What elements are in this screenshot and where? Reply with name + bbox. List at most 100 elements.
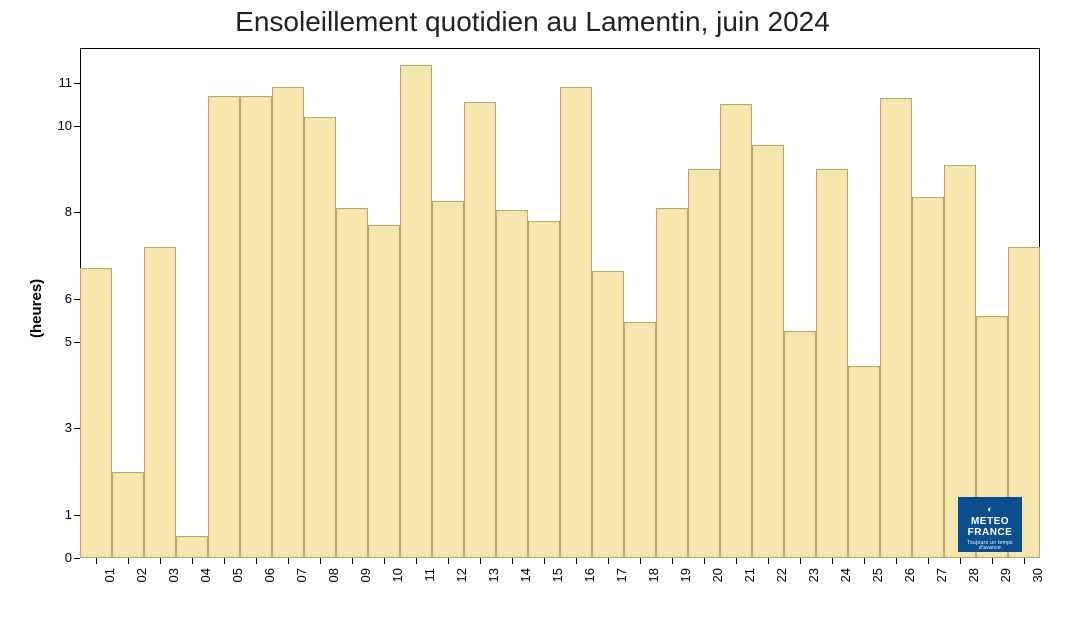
xtick-mark bbox=[160, 558, 161, 564]
bar bbox=[560, 87, 591, 558]
bar bbox=[240, 96, 271, 558]
xtick-label: 29 bbox=[998, 568, 1013, 594]
xtick-mark bbox=[320, 558, 321, 564]
xtick-mark bbox=[512, 558, 513, 564]
bar bbox=[176, 536, 207, 558]
ytick-label: 3 bbox=[42, 420, 72, 435]
ytick-mark bbox=[74, 428, 80, 429]
xtick-label: 03 bbox=[166, 568, 181, 594]
xtick-mark bbox=[672, 558, 673, 564]
xtick-mark bbox=[416, 558, 417, 564]
xtick-mark bbox=[256, 558, 257, 564]
xtick-label: 12 bbox=[454, 568, 469, 594]
logo-icon: ◐ bbox=[958, 505, 1022, 515]
ytick-label: 10 bbox=[42, 118, 72, 133]
xtick-mark bbox=[1024, 558, 1025, 564]
ytick-label: 5 bbox=[42, 334, 72, 349]
xtick-mark bbox=[384, 558, 385, 564]
y-axis-label: (heures) bbox=[28, 279, 45, 338]
xtick-label: 28 bbox=[966, 568, 981, 594]
ytick-mark bbox=[74, 558, 80, 559]
bar bbox=[912, 197, 943, 558]
xtick-label: 20 bbox=[710, 568, 725, 594]
xtick-label: 19 bbox=[678, 568, 693, 594]
xtick-mark bbox=[640, 558, 641, 564]
xtick-mark bbox=[96, 558, 97, 564]
bar bbox=[272, 87, 303, 558]
bar bbox=[144, 247, 175, 558]
logo-brand-2: FRANCE bbox=[958, 527, 1022, 538]
xtick-mark bbox=[224, 558, 225, 564]
xtick-label: 06 bbox=[262, 568, 277, 594]
xtick-label: 13 bbox=[486, 568, 501, 594]
xtick-label: 10 bbox=[390, 568, 405, 594]
bar bbox=[880, 98, 911, 558]
bar bbox=[752, 145, 783, 558]
xtick-label: 24 bbox=[838, 568, 853, 594]
bar bbox=[592, 271, 623, 558]
xtick-label: 22 bbox=[774, 568, 789, 594]
bar bbox=[496, 210, 527, 558]
xtick-label: 26 bbox=[902, 568, 917, 594]
bar bbox=[400, 65, 431, 558]
xtick-label: 27 bbox=[934, 568, 949, 594]
ytick-label: 11 bbox=[42, 75, 72, 90]
ytick-mark bbox=[74, 299, 80, 300]
xtick-mark bbox=[800, 558, 801, 564]
xtick-label: 16 bbox=[582, 568, 597, 594]
bar bbox=[432, 201, 463, 558]
xtick-label: 05 bbox=[230, 568, 245, 594]
ytick-label: 6 bbox=[42, 291, 72, 306]
xtick-label: 02 bbox=[134, 568, 149, 594]
ytick-label: 8 bbox=[42, 204, 72, 219]
bar bbox=[688, 169, 719, 558]
bar bbox=[720, 104, 751, 558]
xtick-mark bbox=[544, 558, 545, 564]
bar bbox=[784, 331, 815, 558]
logo-tagline: Toujours un temps d'avance bbox=[958, 541, 1022, 552]
xtick-mark bbox=[736, 558, 737, 564]
xtick-mark bbox=[704, 558, 705, 564]
xtick-label: 08 bbox=[326, 568, 341, 594]
xtick-mark bbox=[288, 558, 289, 564]
ytick-mark bbox=[74, 83, 80, 84]
ytick-mark bbox=[74, 342, 80, 343]
xtick-label: 07 bbox=[294, 568, 309, 594]
xtick-label: 09 bbox=[358, 568, 373, 594]
bar bbox=[112, 472, 143, 558]
xtick-label: 18 bbox=[646, 568, 661, 594]
xtick-mark bbox=[192, 558, 193, 564]
bar bbox=[464, 102, 495, 558]
xtick-mark bbox=[128, 558, 129, 564]
xtick-label: 25 bbox=[870, 568, 885, 594]
xtick-label: 15 bbox=[550, 568, 565, 594]
xtick-mark bbox=[480, 558, 481, 564]
xtick-mark bbox=[928, 558, 929, 564]
ytick-mark bbox=[74, 515, 80, 516]
chart-title: Ensoleillement quotidien au Lamentin, ju… bbox=[0, 6, 1065, 38]
bar bbox=[208, 96, 239, 558]
bar bbox=[656, 208, 687, 558]
ytick-label: 1 bbox=[42, 507, 72, 522]
bar bbox=[816, 169, 847, 558]
logo-brand-1: METEO bbox=[958, 516, 1022, 527]
bar bbox=[528, 221, 559, 558]
chart-container: Ensoleillement quotidien au Lamentin, ju… bbox=[0, 0, 1065, 624]
xtick-label: 11 bbox=[422, 568, 437, 594]
xtick-mark bbox=[864, 558, 865, 564]
ytick-mark bbox=[74, 126, 80, 127]
xtick-label: 01 bbox=[102, 568, 117, 594]
xtick-mark bbox=[992, 558, 993, 564]
xtick-mark bbox=[960, 558, 961, 564]
xtick-label: 14 bbox=[518, 568, 533, 594]
xtick-label: 23 bbox=[806, 568, 821, 594]
xtick-label: 21 bbox=[742, 568, 757, 594]
bar bbox=[304, 117, 335, 558]
xtick-mark bbox=[352, 558, 353, 564]
xtick-mark bbox=[896, 558, 897, 564]
bar bbox=[368, 225, 399, 558]
xtick-label: 17 bbox=[614, 568, 629, 594]
meteo-france-logo: ◐ METEO FRANCE Toujours un temps d'avanc… bbox=[958, 497, 1022, 552]
bar bbox=[80, 268, 111, 558]
ytick-mark bbox=[74, 212, 80, 213]
